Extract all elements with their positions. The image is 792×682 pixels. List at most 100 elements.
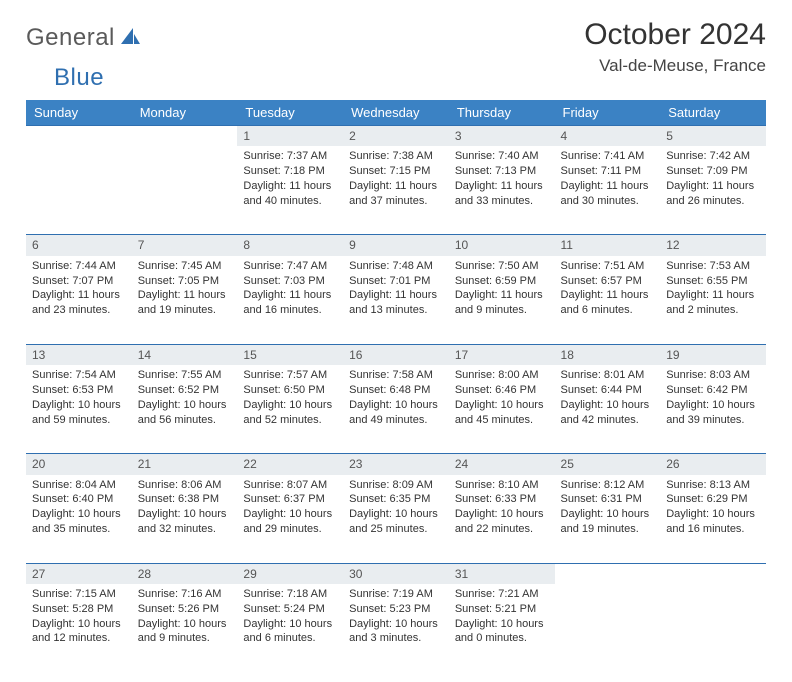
brand-text-blue: Blue — [54, 64, 104, 91]
day-content: Sunrise: 7:38 AMSunset: 7:15 PMDaylight:… — [343, 146, 449, 214]
day-number-cell: 17 — [449, 344, 555, 365]
day-content-cell: Sunrise: 8:10 AMSunset: 6:33 PMDaylight:… — [449, 475, 555, 563]
day-number: 30 — [343, 563, 449, 584]
day-number-cell: 10 — [449, 234, 555, 255]
day-number-cell: 23 — [343, 453, 449, 474]
day-content: Sunrise: 7:16 AMSunset: 5:26 PMDaylight:… — [132, 584, 238, 652]
day-content-cell: Sunrise: 8:00 AMSunset: 6:46 PMDaylight:… — [449, 365, 555, 453]
calendar-page: General October 2024 Val-de-Meuse, Franc… — [0, 0, 792, 682]
day-content-cell: Sunrise: 7:19 AMSunset: 5:23 PMDaylight:… — [343, 584, 449, 672]
day-content: Sunrise: 8:12 AMSunset: 6:31 PMDaylight:… — [555, 475, 661, 543]
weekday-header: Tuesday — [237, 100, 343, 125]
day-content-cell: Sunrise: 7:53 AMSunset: 6:55 PMDaylight:… — [660, 256, 766, 344]
day-number-cell: 18 — [555, 344, 661, 365]
day-number-cell: 3 — [449, 125, 555, 146]
day-number: 20 — [26, 453, 132, 474]
day-number: 27 — [26, 563, 132, 584]
day-content-cell: Sunrise: 7:50 AMSunset: 6:59 PMDaylight:… — [449, 256, 555, 344]
day-number-cell: 19 — [660, 344, 766, 365]
day-number: 13 — [26, 344, 132, 365]
day-content-row: Sunrise: 7:15 AMSunset: 5:28 PMDaylight:… — [26, 584, 766, 672]
day-content: Sunrise: 7:55 AMSunset: 6:52 PMDaylight:… — [132, 365, 238, 433]
day-number-cell: 31 — [449, 563, 555, 584]
day-content: Sunrise: 7:53 AMSunset: 6:55 PMDaylight:… — [660, 256, 766, 324]
day-number-cell: 4 — [555, 125, 661, 146]
day-number-cell: 7 — [132, 234, 238, 255]
day-number: 16 — [343, 344, 449, 365]
day-content-cell: Sunrise: 7:44 AMSunset: 7:07 PMDaylight:… — [26, 256, 132, 344]
day-content: Sunrise: 8:10 AMSunset: 6:33 PMDaylight:… — [449, 475, 555, 543]
day-content-cell: Sunrise: 7:42 AMSunset: 7:09 PMDaylight:… — [660, 146, 766, 234]
day-content-cell: Sunrise: 8:04 AMSunset: 6:40 PMDaylight:… — [26, 475, 132, 563]
day-number: 6 — [26, 234, 132, 255]
day-number-cell: 26 — [660, 453, 766, 474]
day-number: 1 — [237, 125, 343, 146]
day-content: Sunrise: 7:51 AMSunset: 6:57 PMDaylight:… — [555, 256, 661, 324]
day-number-cell: 12 — [660, 234, 766, 255]
day-content-cell: Sunrise: 8:06 AMSunset: 6:38 PMDaylight:… — [132, 475, 238, 563]
day-number: 26 — [660, 453, 766, 474]
day-content-cell: Sunrise: 8:07 AMSunset: 6:37 PMDaylight:… — [237, 475, 343, 563]
day-content-cell: Sunrise: 7:37 AMSunset: 7:18 PMDaylight:… — [237, 146, 343, 234]
day-number-cell: 2 — [343, 125, 449, 146]
day-number: 29 — [237, 563, 343, 584]
day-content-row: Sunrise: 8:04 AMSunset: 6:40 PMDaylight:… — [26, 475, 766, 563]
day-number: 25 — [555, 453, 661, 474]
weekday-header: Sunday — [26, 100, 132, 125]
day-content-cell: Sunrise: 7:58 AMSunset: 6:48 PMDaylight:… — [343, 365, 449, 453]
day-content-cell: Sunrise: 7:51 AMSunset: 6:57 PMDaylight:… — [555, 256, 661, 344]
day-number: 5 — [660, 125, 766, 146]
day-content: Sunrise: 8:03 AMSunset: 6:42 PMDaylight:… — [660, 365, 766, 433]
day-content: Sunrise: 7:58 AMSunset: 6:48 PMDaylight:… — [343, 365, 449, 433]
day-number-cell: 30 — [343, 563, 449, 584]
day-content: Sunrise: 7:42 AMSunset: 7:09 PMDaylight:… — [660, 146, 766, 214]
empty-cell — [26, 146, 132, 234]
day-content: Sunrise: 7:19 AMSunset: 5:23 PMDaylight:… — [343, 584, 449, 652]
day-number-cell: 27 — [26, 563, 132, 584]
day-content: Sunrise: 7:47 AMSunset: 7:03 PMDaylight:… — [237, 256, 343, 324]
day-content-cell: Sunrise: 7:15 AMSunset: 5:28 PMDaylight:… — [26, 584, 132, 672]
day-number: 31 — [449, 563, 555, 584]
day-number-cell: 25 — [555, 453, 661, 474]
day-number: 10 — [449, 234, 555, 255]
day-number-cell: 11 — [555, 234, 661, 255]
day-content: Sunrise: 8:09 AMSunset: 6:35 PMDaylight:… — [343, 475, 449, 543]
day-content-row: Sunrise: 7:37 AMSunset: 7:18 PMDaylight:… — [26, 146, 766, 234]
day-number: 17 — [449, 344, 555, 365]
day-number: 24 — [449, 453, 555, 474]
month-title: October 2024 — [584, 18, 766, 52]
day-number-cell: 6 — [26, 234, 132, 255]
weekday-header: Monday — [132, 100, 238, 125]
day-number-cell: 16 — [343, 344, 449, 365]
day-content: Sunrise: 7:37 AMSunset: 7:18 PMDaylight:… — [237, 146, 343, 214]
empty-cell — [132, 146, 238, 234]
day-number: 18 — [555, 344, 661, 365]
weekday-header: Saturday — [660, 100, 766, 125]
day-content: Sunrise: 7:18 AMSunset: 5:24 PMDaylight:… — [237, 584, 343, 652]
empty-cell — [26, 125, 132, 146]
day-number-cell: 13 — [26, 344, 132, 365]
day-number: 8 — [237, 234, 343, 255]
day-content: Sunrise: 7:40 AMSunset: 7:13 PMDaylight:… — [449, 146, 555, 214]
day-content: Sunrise: 7:50 AMSunset: 6:59 PMDaylight:… — [449, 256, 555, 324]
day-number-cell: 21 — [132, 453, 238, 474]
day-number-cell: 1 — [237, 125, 343, 146]
day-content: Sunrise: 8:06 AMSunset: 6:38 PMDaylight:… — [132, 475, 238, 543]
day-content-cell: Sunrise: 8:13 AMSunset: 6:29 PMDaylight:… — [660, 475, 766, 563]
day-number: 4 — [555, 125, 661, 146]
day-number-cell: 9 — [343, 234, 449, 255]
daynum-row: 12345 — [26, 125, 766, 146]
day-content-cell: Sunrise: 7:18 AMSunset: 5:24 PMDaylight:… — [237, 584, 343, 672]
day-number-cell: 15 — [237, 344, 343, 365]
day-content: Sunrise: 8:01 AMSunset: 6:44 PMDaylight:… — [555, 365, 661, 433]
daynum-row: 20212223242526 — [26, 453, 766, 474]
day-content-cell: Sunrise: 8:12 AMSunset: 6:31 PMDaylight:… — [555, 475, 661, 563]
weekday-header: Thursday — [449, 100, 555, 125]
weekday-header: Wednesday — [343, 100, 449, 125]
day-number: 23 — [343, 453, 449, 474]
day-number: 7 — [132, 234, 238, 255]
day-content: Sunrise: 7:48 AMSunset: 7:01 PMDaylight:… — [343, 256, 449, 324]
day-content: Sunrise: 8:00 AMSunset: 6:46 PMDaylight:… — [449, 365, 555, 433]
day-number-cell: 5 — [660, 125, 766, 146]
day-content-row: Sunrise: 7:44 AMSunset: 7:07 PMDaylight:… — [26, 256, 766, 344]
